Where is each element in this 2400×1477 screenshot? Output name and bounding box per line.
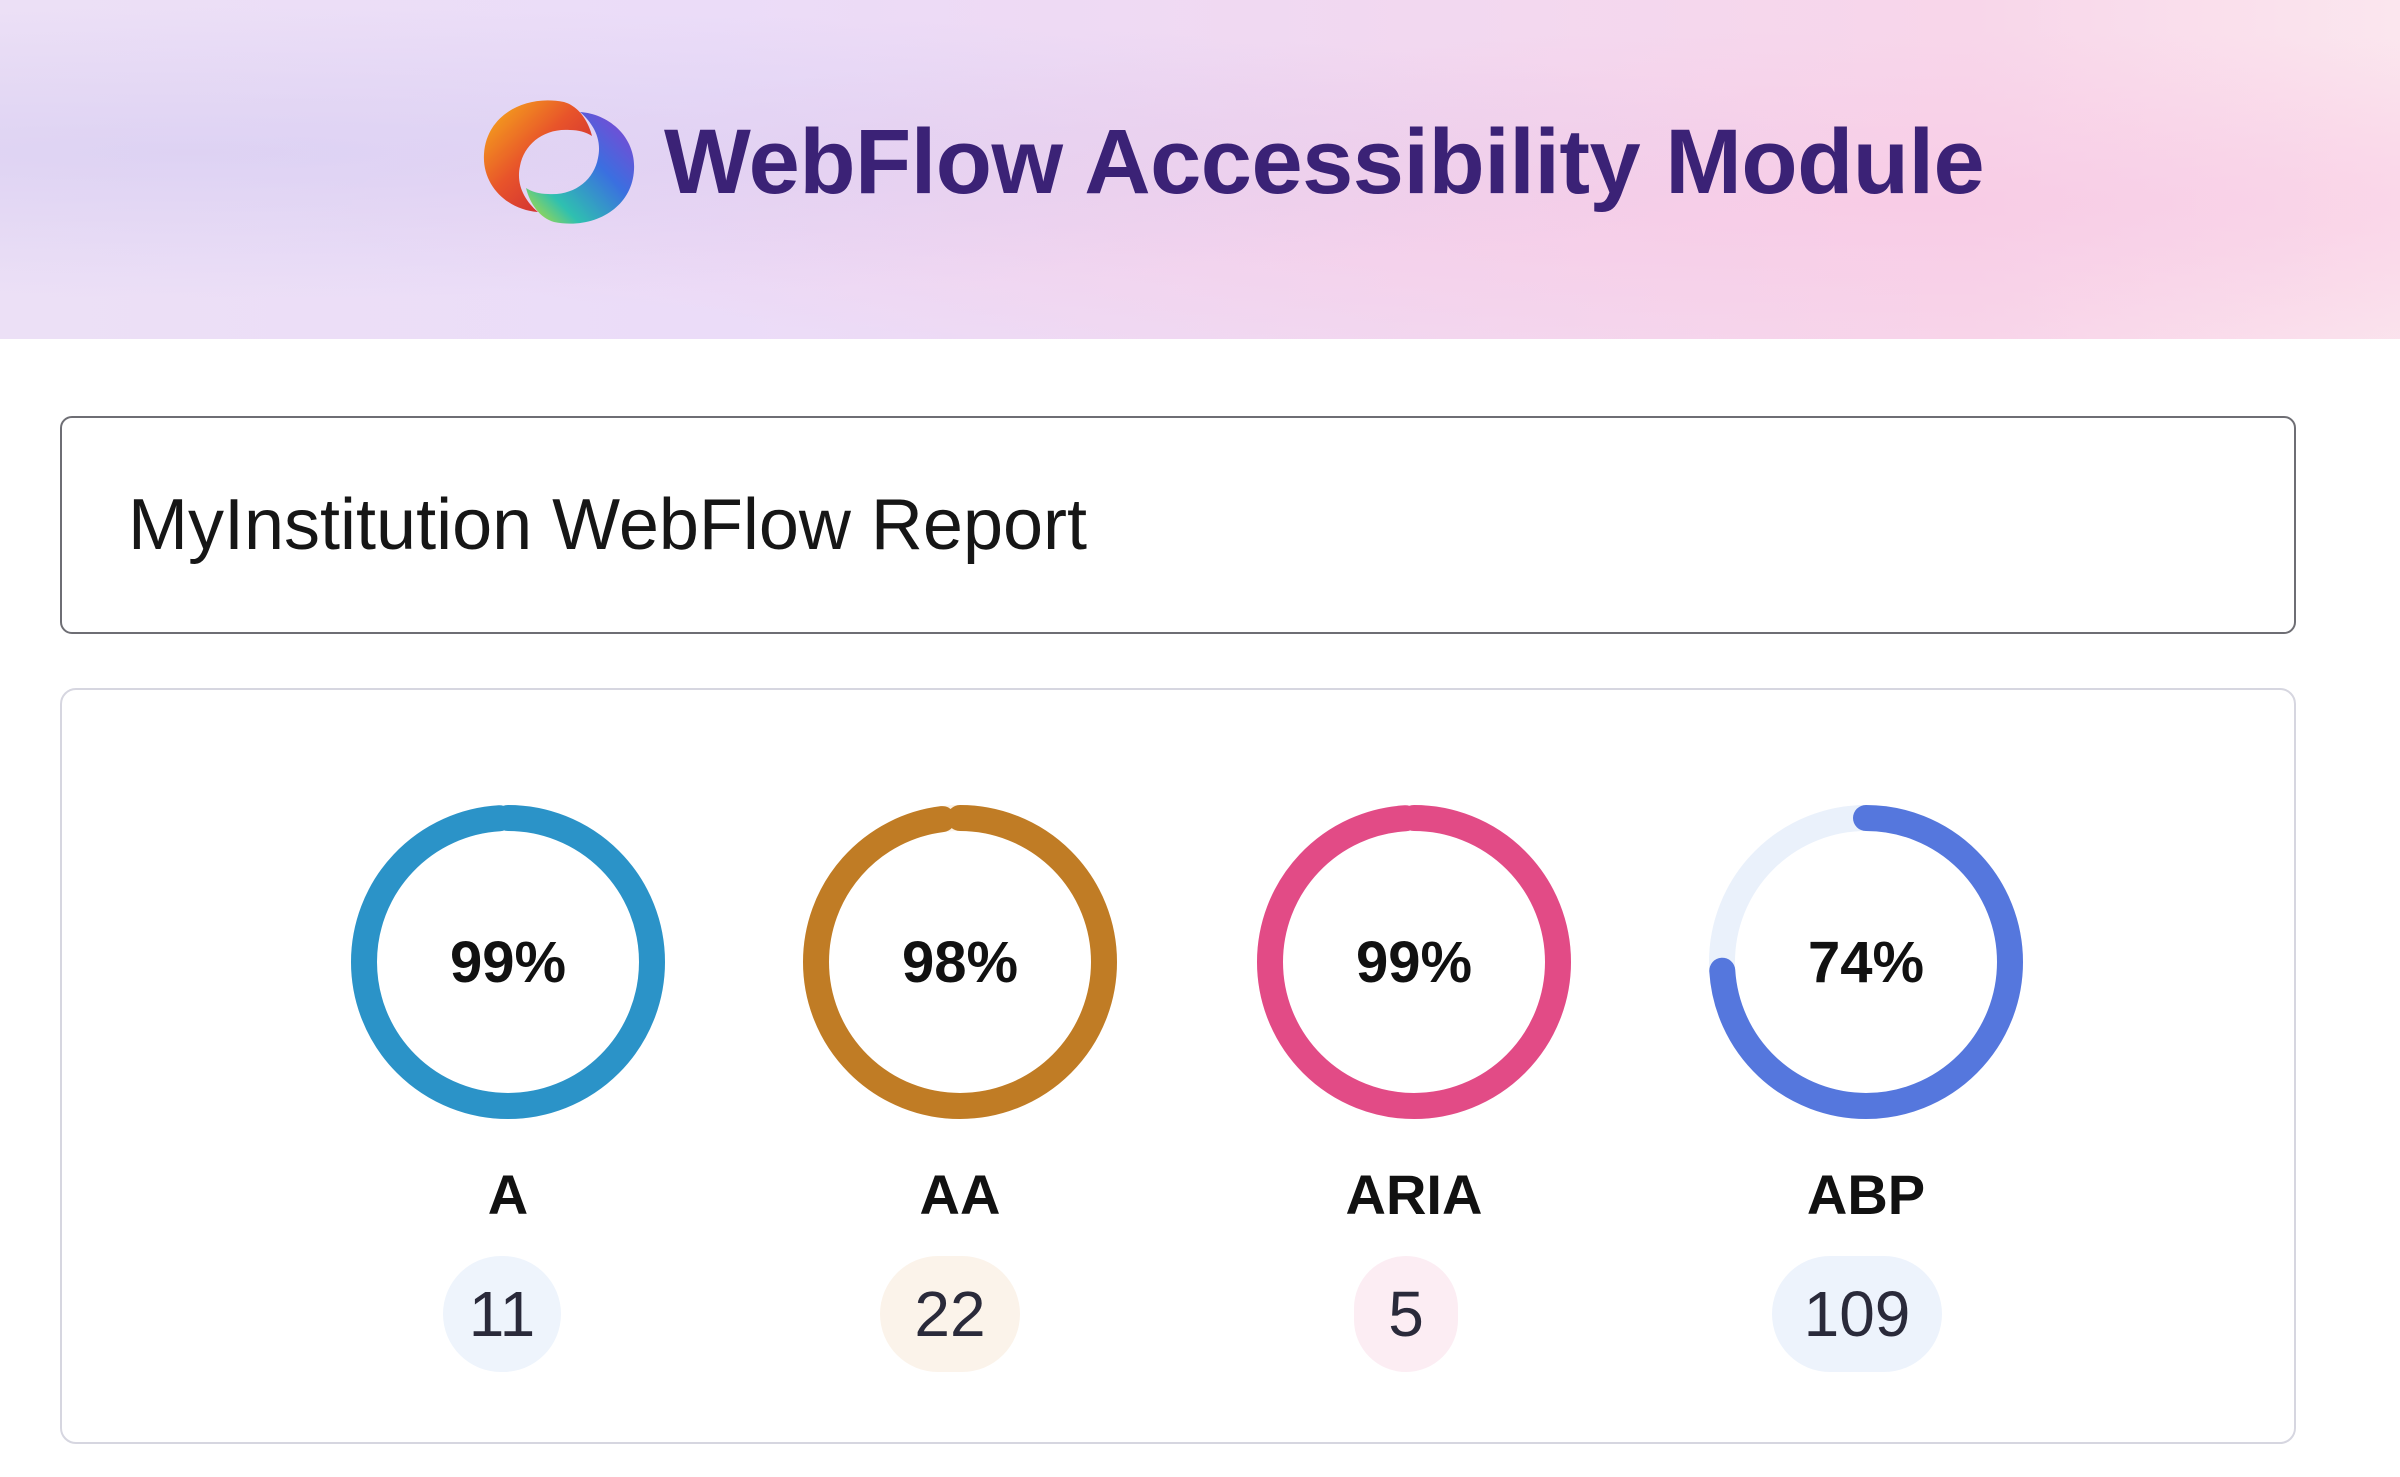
metric-a[interactable]: 99% A bbox=[348, 802, 668, 1362]
label-aria: ARIA bbox=[1345, 1163, 1483, 1226]
swirl-logo-icon bbox=[483, 100, 635, 224]
metric-aria[interactable]: 99% ARIA bbox=[1254, 802, 1574, 1362]
label-abp: ABP bbox=[1806, 1163, 1926, 1226]
label-a: A bbox=[487, 1163, 529, 1226]
header-banner: WebFlow Accessibility Module bbox=[0, 0, 2400, 339]
metric-abp[interactable]: 74% ABP bbox=[1706, 802, 2026, 1362]
count-badge-abp: 109 bbox=[1772, 1256, 1942, 1372]
percent-a: 99% bbox=[449, 929, 567, 995]
progress-ring-aria: 99% bbox=[1254, 802, 1574, 1122]
report-title: MyInstitution WebFlow Report bbox=[128, 485, 1088, 565]
label-aa: AA bbox=[919, 1163, 1001, 1226]
count-badge-a: 11 bbox=[443, 1256, 561, 1372]
progress-ring-abp: 74% bbox=[1706, 802, 2026, 1122]
report-title-box: MyInstitution WebFlow Report bbox=[60, 416, 2296, 634]
score-card: 99% A 11 98% AA 22 99% bbox=[60, 688, 2296, 1444]
progress-ring-aa: 98% bbox=[800, 802, 1120, 1122]
percent-abp: 74% bbox=[1807, 929, 1925, 995]
count-badge-aa: 22 bbox=[880, 1256, 1020, 1372]
brand: WebFlow Accessibility Module bbox=[472, 82, 1985, 242]
percent-aa: 98% bbox=[901, 929, 1019, 995]
metric-aa[interactable]: 98% AA bbox=[800, 802, 1120, 1362]
app-title: WebFlow Accessibility Module bbox=[664, 110, 1985, 213]
progress-ring-a: 99% bbox=[348, 802, 668, 1122]
percent-aria: 99% bbox=[1355, 929, 1473, 995]
count-badge-aria: 5 bbox=[1354, 1256, 1458, 1372]
